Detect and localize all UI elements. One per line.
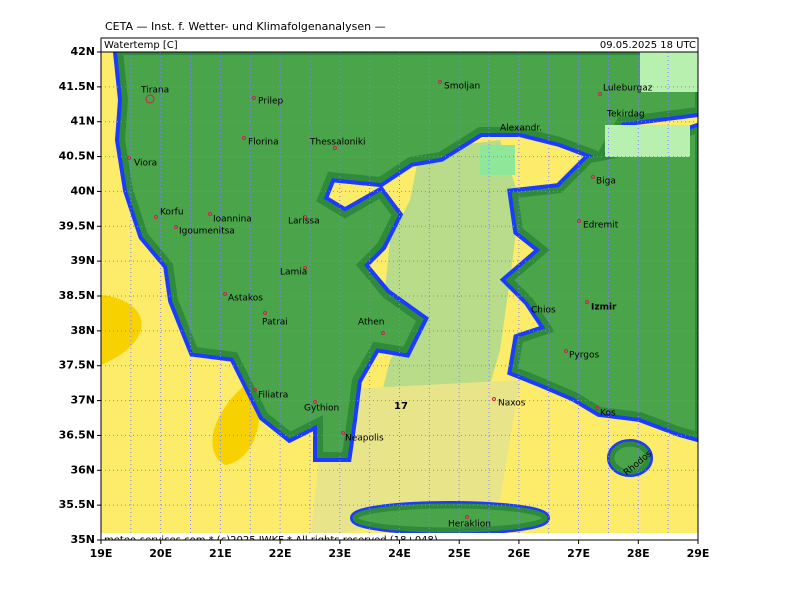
lat-label: 37N [70, 394, 95, 407]
mild-sea [310, 380, 520, 540]
footer: meteo-services.com * (c)2025 IWKF * All … [104, 535, 438, 546]
lat-label: 39N [70, 254, 95, 267]
place: Lamia [280, 268, 307, 278]
lon-label: 25E [448, 547, 471, 560]
lat-label: 40N [70, 184, 95, 197]
lon-label: 22E [269, 547, 292, 560]
grid [101, 52, 698, 540]
place: Larissa [288, 217, 320, 227]
lat-label: 41N [70, 115, 95, 128]
place: Filiatra [258, 391, 288, 401]
lat-label: 37.5N [59, 359, 95, 372]
lat-label: 36N [70, 463, 95, 476]
lat-label: 42N [70, 45, 95, 58]
lon-label: 19E [90, 547, 113, 560]
place: Patrai [262, 318, 288, 328]
warm-patch [212, 385, 259, 465]
lat-label: 38.5N [59, 289, 95, 302]
place: Chios [531, 306, 556, 316]
place: Neapolis [345, 434, 384, 444]
place: Kos [600, 409, 616, 419]
place: Igoumenitsa [179, 227, 235, 237]
lon-label: 27E [567, 547, 590, 560]
lat-label: 39.5N [59, 219, 95, 232]
institute: CETA — Inst. f. Wetter- und Klimafolgena… [105, 20, 386, 33]
map-area: meteo-services.com * (c)2025 IWKF * All … [101, 52, 698, 546]
place: Korfu [160, 208, 184, 218]
place: Prilep [258, 97, 284, 107]
place: Biga [596, 177, 616, 187]
contour-label: 17 [394, 401, 408, 412]
cool-sea [380, 140, 520, 430]
lon-label: 23E [328, 547, 351, 560]
lat-label: 40.5N [59, 150, 95, 163]
place: Edremit [583, 221, 619, 231]
lon-label: 28E [627, 547, 650, 560]
lat-label: 38N [70, 324, 95, 337]
lon-label: 26E [507, 547, 530, 560]
place: Luleburgaz [603, 84, 653, 94]
lat-label: 36.5N [59, 428, 95, 441]
lon-label: 24E [388, 547, 411, 560]
place: Thessaloniki [309, 138, 366, 148]
place: Smoljan [444, 82, 480, 92]
place: Athen [358, 318, 384, 328]
warm-patch [101, 295, 142, 365]
place: Tirana [140, 86, 169, 96]
place: Ioannina [213, 215, 252, 225]
place: Viora [134, 159, 157, 169]
axes: 42N 41.5N 41N 40.5N 40N 39.5N 39N 38.5N 38N 37.5N… [59, 45, 710, 560]
place: Astakos [228, 294, 263, 304]
markers [127, 80, 602, 519]
lon-label: 20E [149, 547, 172, 560]
land [112, 52, 698, 535]
valid-time: 09.05.2025 18 UTC [600, 40, 696, 51]
place: Izmir [591, 303, 617, 313]
lat-label: 41.5N [59, 80, 95, 93]
lat-label: 35N [70, 533, 95, 546]
place: Florina [248, 138, 279, 148]
lon-label: 21E [209, 547, 232, 560]
lon-label: 29E [687, 547, 710, 560]
place: Pyrgos [569, 351, 600, 361]
place: Naxos [498, 399, 526, 409]
place: Tekirdag [606, 110, 645, 120]
variable: Watertemp [C] [104, 40, 178, 51]
place: Alexandr. [500, 124, 542, 134]
lat-label: 35.5N [59, 498, 95, 511]
footer-box [101, 533, 698, 540]
place: Heraklion [448, 520, 491, 530]
place: Gythion [304, 404, 339, 414]
